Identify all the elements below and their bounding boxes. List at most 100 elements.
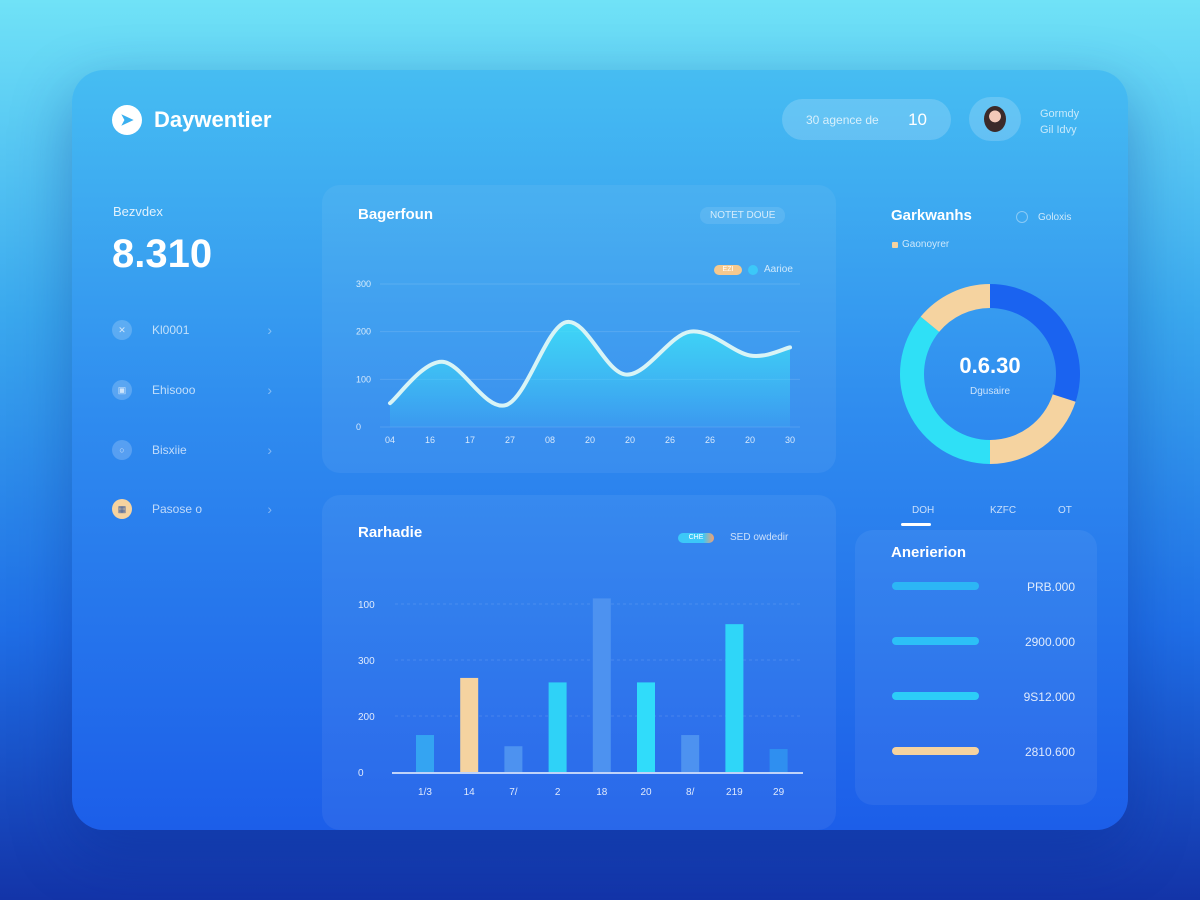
sidebar-value: 8.310 [112,232,213,276]
donut-action[interactable]: Goloxis [1016,211,1071,223]
list-bar [892,637,979,645]
x-tick-label: 2 [555,787,561,798]
legend-swatch [892,241,898,248]
sidebar-item-3[interactable]: ○ Bisxiie › [112,440,272,460]
sidebar-item-1[interactable]: ✕ Kl0001 › [112,320,272,340]
list-bar [892,692,979,700]
list-value: PRB.000 [1026,580,1075,594]
grid-icon: ▦ [112,499,132,519]
x-tick-label: 04 [385,435,395,445]
y-tick-label: 200 [356,327,371,337]
donut-title: Garkwanhs [891,207,972,224]
bar [504,746,523,772]
chevron-right-icon: › [267,442,272,458]
donut-tab-3[interactable]: OT [1058,505,1072,516]
bar [460,677,479,772]
x-tick-label: 27 [505,435,515,445]
bar [637,682,655,772]
donut-legend: Gaonoyrer [892,239,949,250]
sidebar-item-label: Ehisooo [152,383,196,397]
user-role: Gil Idvy [1040,124,1077,136]
x-tick-label: 7/ [509,787,518,798]
legend-label: Aarioe [764,264,793,275]
legend-pill: CHE [678,532,714,543]
y-tick-label: 100 [356,374,371,384]
list-value: 2810.600 [1024,745,1075,759]
list-value: 9S12.000 [1023,690,1075,704]
x-tick-label: 29 [773,787,785,798]
sidebar-item-4[interactable]: ▦ Pasose o › [112,499,272,519]
x-tick-label: 08 [545,435,555,445]
y-tick-label: 0 [356,422,361,432]
circle-icon [1016,211,1028,223]
line-chart: 0 100 200 300 04 16 17 27 08 20 20 26 26 20 30 [356,279,800,445]
bar-chart-legend: CHE SED owdedir [678,532,788,543]
bar [416,735,434,772]
series-line [388,320,792,408]
donut-action-label: Goloxis [1038,211,1072,223]
circle-icon: ○ [112,440,132,460]
bar-chart: 0 200 300 100 1/3 14 7/2 18 20 8/219 29 [358,598,803,798]
x-tick-label: 20 [625,435,635,445]
x-tick-label: 8/ [686,787,695,798]
bar [725,624,744,772]
line-chart-action[interactable]: NOTET DOUE [700,207,786,224]
y-tick-label: 200 [358,712,375,723]
list-value: 2900.000 [1024,635,1075,649]
x-tick-label: 16 [425,435,435,445]
donut-center-label: Dgusaire [969,386,1011,397]
donut-segment [990,394,1076,464]
list-bar [892,582,979,590]
y-tick-label: 100 [358,600,375,611]
x-tick-label: 30 [785,435,795,445]
active-tab-indicator [901,523,931,526]
bar-chart-panel [322,495,836,830]
sidebar-item-label: Kl0001 [152,323,190,337]
list-panel [855,530,1097,805]
brand-name: Daywentier [154,107,272,132]
y-tick-label: 300 [356,279,371,289]
bar-chart-title: Rarhadie [358,524,423,541]
x-tick-label: 17 [465,435,475,445]
bar [548,682,567,772]
legend-pill: EZI [714,264,742,275]
x-tick-label: 20 [585,435,595,445]
donut-tab-2[interactable]: KZFC [990,505,1017,516]
search-text: 30 agence de [806,112,879,127]
sidebar-item-label: Pasose o [152,502,203,516]
legend-label: Gaonoyrer [902,239,950,250]
close-icon: ✕ [112,320,132,340]
donut-center-value: 0.6.30 [959,353,1021,378]
x-tick-label: 14 [464,787,476,798]
search-input[interactable]: 30 agence de 10 [782,99,951,140]
x-tick-label: 1/3 [418,787,432,798]
logo-icon: ➤ [112,105,142,135]
donut-segment [900,316,990,464]
donut-segment [990,284,1080,402]
brand[interactable]: ➤ Daywentier [112,105,271,135]
area-fill [390,321,790,427]
bar [769,749,788,772]
list-title: Anerierion [891,544,967,561]
avatar[interactable] [969,97,1021,141]
x-tick-label: 26 [665,435,675,445]
x-tick-label: 20 [745,435,755,445]
sidebar-label: Bezvdex [113,204,163,219]
chevron-right-icon: › [267,501,272,517]
bar [681,735,700,772]
y-tick-label: 0 [358,768,364,779]
sidebar-item-2[interactable]: ▣ Ehisooo › [112,380,272,400]
x-tick-label: 219 [726,787,743,798]
legend-dot [748,264,758,275]
x-tick-label: 18 [596,787,608,798]
x-tick-label: 26 [705,435,715,445]
x-tick-label: 20 [640,787,652,798]
chevron-right-icon: › [267,322,272,338]
bar [592,598,611,772]
list-bar [892,747,979,755]
user-info[interactable]: Gormdy Gil Idvy [1040,106,1079,138]
donut-chart [900,284,1080,464]
donut-tab-1[interactable]: DOH [912,505,935,516]
donut-segment [920,284,990,332]
user-photo-icon [984,106,1006,132]
